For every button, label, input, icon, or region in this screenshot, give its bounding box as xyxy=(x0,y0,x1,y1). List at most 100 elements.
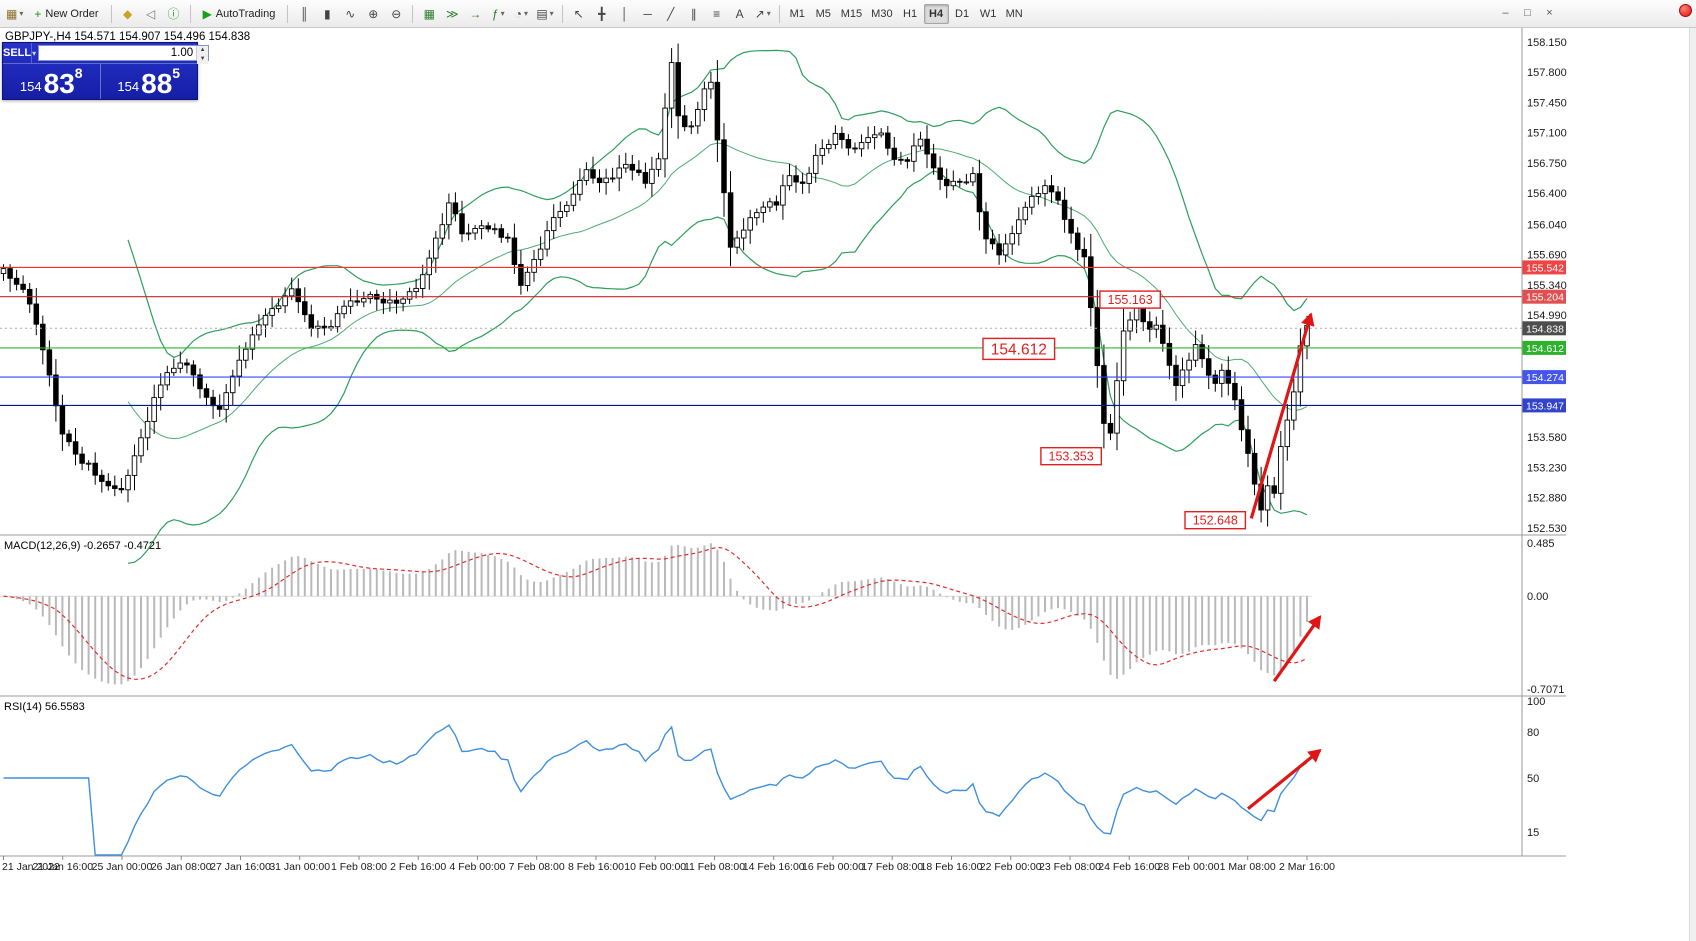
horizontal-price-lines[interactable] xyxy=(0,266,1522,406)
cursor-tool-button[interactable]: ↖ xyxy=(568,3,590,25)
toolbar-separator xyxy=(189,4,191,23)
autotrading-button[interactable]: ▶ AutoTrading xyxy=(196,3,283,25)
tile-windows-button[interactable]: ▦ xyxy=(418,3,440,25)
svg-text:17 Feb 08:00: 17 Feb 08:00 xyxy=(861,861,923,873)
svg-text:153.230: 153.230 xyxy=(1527,462,1567,474)
timeframe-m5-button[interactable]: M5 xyxy=(815,7,831,20)
bullish-arrow[interactable] xyxy=(1249,312,1315,519)
periods-button[interactable]: ◔ ▾ xyxy=(510,3,532,25)
sell-price-main: 154 xyxy=(19,79,42,94)
timeframe-mn-button[interactable]: MN xyxy=(1005,7,1023,20)
chart-canvas[interactable]: 158.150 157.800 157.450 157.100 156.750 156.4… xyxy=(0,28,1696,876)
order-type-caret-icon[interactable]: ▾ xyxy=(31,43,36,63)
svg-text:157.800: 157.800 xyxy=(1527,67,1567,79)
vertical-scrollbar[interactable] xyxy=(1689,28,1696,941)
sell-button[interactable]: 154 83 8 xyxy=(3,64,101,99)
templates-button[interactable]: ▤ ▾ xyxy=(533,3,556,25)
svg-text:158.150: 158.150 xyxy=(1527,37,1567,49)
svg-text:28 Feb 00:00: 28 Feb 00:00 xyxy=(1158,861,1220,873)
price-callout[interactable]: 153.353 xyxy=(1040,447,1103,466)
volume-spinner[interactable]: ▲ ▼ xyxy=(196,46,209,64)
vertical-line-tool-button-glyph: │ xyxy=(620,6,629,21)
buy-button[interactable]: 154 88 5 xyxy=(101,64,198,99)
timeframe-m1-button[interactable]: M1 xyxy=(789,7,805,20)
svg-text:156.040: 156.040 xyxy=(1527,219,1567,231)
bullish-arrow[interactable] xyxy=(1272,615,1322,683)
new-chart-button[interactable]: ▦ ▾ xyxy=(3,3,26,25)
cursor-tool-button-glyph: ↖ xyxy=(573,6,584,21)
toolbar: ▦ ▾ + New Order ◆ ◁ ⓘ ▶ AutoTrading ║ ▮ ∿ ⊕ ⊖ ▦ ≫ → ƒ ▾ ◔ ▾ ▤… xyxy=(0,0,1696,28)
trendline-tool-button-glyph: ╱ xyxy=(667,6,675,21)
price-marker: 154.612 xyxy=(1522,340,1566,355)
bullish-arrow[interactable] xyxy=(1246,749,1322,811)
restore-button[interactable]: □ xyxy=(1524,6,1531,19)
svg-text:156.400: 156.400 xyxy=(1527,188,1567,200)
timeframe-m30-button[interactable]: M30 xyxy=(871,7,893,20)
volume-down-icon[interactable]: ▼ xyxy=(197,55,209,64)
zoom-out-button[interactable]: ⊖ xyxy=(385,3,407,25)
indicators-button[interactable]: ƒ ▾ xyxy=(487,3,509,25)
buy-label[interactable]: BUY xyxy=(211,47,235,59)
arrows-tool-button[interactable]: ↗ ▾ xyxy=(752,3,774,25)
price-marker: 155.204 xyxy=(1522,289,1566,304)
text-tool-button-glyph: A xyxy=(735,6,744,21)
svg-text:156.750: 156.750 xyxy=(1527,158,1567,170)
svg-text:152.648: 152.648 xyxy=(1193,514,1238,528)
price-callout[interactable]: 152.648 xyxy=(1184,511,1247,530)
svg-text:7 Feb 08:00: 7 Feb 08:00 xyxy=(509,861,565,873)
sell-price-big: 83 xyxy=(43,68,75,99)
vertical-line-tool-button[interactable]: │ xyxy=(614,3,636,25)
channel-tool-button-glyph: ∥ xyxy=(690,6,697,21)
svg-text:155.163: 155.163 xyxy=(1108,293,1153,307)
timeframe-w1-button[interactable]: W1 xyxy=(979,7,997,20)
svg-text:100: 100 xyxy=(1527,696,1545,708)
volume-up-icon[interactable]: ▲ xyxy=(197,46,209,55)
sound-alerts-button[interactable]: ◁ xyxy=(140,3,162,25)
zoom-in-button-glyph: ⊕ xyxy=(368,6,379,21)
chart-shift-button[interactable]: → xyxy=(464,3,486,25)
candlestick-chart-type-button[interactable]: ▮ xyxy=(316,3,338,25)
price-callout[interactable]: 155.163 xyxy=(1099,290,1162,309)
timeframe-m15-button[interactable]: M15 xyxy=(840,7,863,20)
bar-chart-type-button[interactable]: ║ xyxy=(293,3,315,25)
zoom-in-button[interactable]: ⊕ xyxy=(362,3,384,25)
metaeditor-button[interactable]: ◆ xyxy=(117,3,139,25)
price-callout[interactable]: 154.612 xyxy=(982,337,1056,361)
svg-text:22 Feb 00:00: 22 Feb 00:00 xyxy=(980,861,1042,873)
channel-tool-button[interactable]: ∥ xyxy=(683,3,705,25)
svg-text:23 Feb 08:00: 23 Feb 08:00 xyxy=(1039,861,1101,873)
volume-input[interactable] xyxy=(39,46,197,60)
autotrading-button-glyph: ▶ xyxy=(202,6,212,21)
templates-button-glyph: ▤ xyxy=(536,6,548,21)
indicators-button-glyph: ƒ xyxy=(491,6,499,21)
crosshair-tool-button[interactable]: ╋ xyxy=(591,3,613,25)
svg-text:25 Jan 00:00: 25 Jan 00:00 xyxy=(92,861,153,873)
community-button[interactable]: ⓘ xyxy=(163,3,185,25)
line-chart-type-button[interactable]: ∿ xyxy=(339,3,361,25)
timeframe-h4-button[interactable]: H4 xyxy=(923,3,949,24)
metaeditor-button-glyph: ◆ xyxy=(122,6,133,21)
svg-text:MACD(12,26,9) -0.2657 -0.4721: MACD(12,26,9) -0.2657 -0.4721 xyxy=(4,540,161,552)
svg-text:0.485: 0.485 xyxy=(1527,538,1555,550)
new-order-button-label: New Order xyxy=(45,7,99,20)
horizontal-line-tool-button[interactable]: ─ xyxy=(637,3,659,25)
periods-button-caret-icon: ▾ xyxy=(523,9,528,18)
auto-scroll-button[interactable]: ≫ xyxy=(441,3,463,25)
new-order-button[interactable]: + New Order xyxy=(27,3,105,25)
chart-area[interactable]: 158.150 157.800 157.450 157.100 156.750 156.4… xyxy=(0,28,1696,876)
text-tool-button[interactable]: A xyxy=(729,3,751,25)
minimize-button[interactable]: – xyxy=(1502,6,1509,19)
price-scale[interactable]: 158.150 157.800 157.450 157.100 156.750 156.4… xyxy=(1527,37,1567,535)
svg-text:14 Feb 16:00: 14 Feb 16:00 xyxy=(743,861,805,873)
close-button[interactable]: × xyxy=(1546,6,1553,19)
svg-text:21 Jan 16:00: 21 Jan 16:00 xyxy=(32,861,93,873)
candles xyxy=(0,43,1310,527)
svg-text:154.612: 154.612 xyxy=(1526,343,1564,355)
timeframe-d1-button[interactable]: D1 xyxy=(955,7,970,20)
timeframe-h1-button[interactable]: H1 xyxy=(903,7,918,20)
trendline-tool-button[interactable]: ╱ xyxy=(660,3,682,25)
sell-label[interactable]: SELL xyxy=(3,47,32,59)
fibonacci-tool-button[interactable]: ≡ xyxy=(706,3,728,25)
one-click-trading-panel: SELL ▾ ▲ ▼ BUY 154 83 8 154 88 5 xyxy=(2,42,234,100)
